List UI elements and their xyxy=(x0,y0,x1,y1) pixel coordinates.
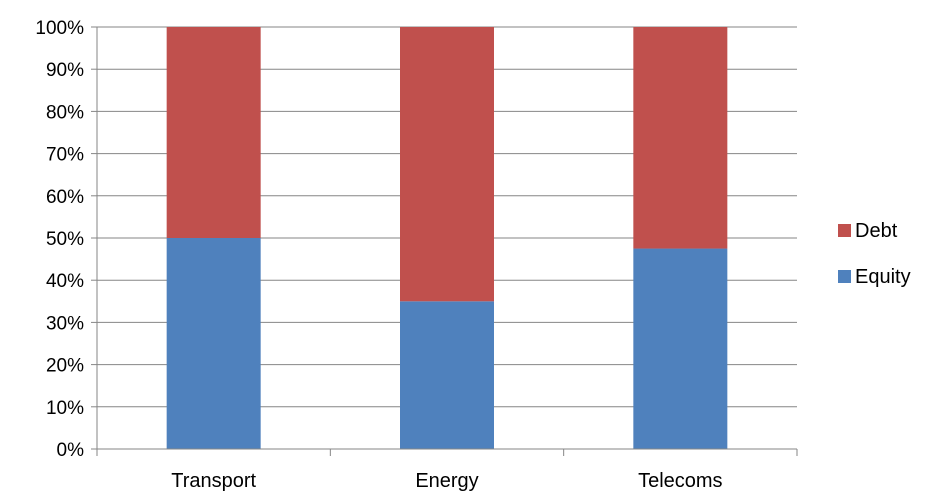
bar-stacks xyxy=(166,27,728,449)
y-tick-labels: 0% 10% 20% 30% 40% 50% 60% 70% 80% 90% 100% xyxy=(35,18,84,461)
bar-equity-transport xyxy=(166,238,261,449)
bar-debt-transport xyxy=(166,27,261,238)
y-tick-label: 30% xyxy=(46,313,84,334)
y-tick-label: 90% xyxy=(46,60,84,81)
y-tick-label: 0% xyxy=(57,440,85,461)
bar-equity-energy xyxy=(400,301,494,449)
bar-debt-telecoms xyxy=(633,27,728,249)
category-labels: Transport Energy Telecoms xyxy=(171,470,722,492)
legend-swatch-debt xyxy=(838,224,851,237)
legend-label-debt: Debt xyxy=(855,220,898,242)
axes xyxy=(91,26,798,456)
x-category-label: Telecoms xyxy=(638,470,722,492)
y-tick-label: 20% xyxy=(46,356,84,377)
x-category-label: Transport xyxy=(171,470,256,492)
y-tick-label: 80% xyxy=(46,102,84,123)
bar-debt-energy xyxy=(400,27,494,302)
bar-equity-telecoms xyxy=(633,248,728,449)
legend-swatch-equity xyxy=(838,270,851,283)
y-tick-label: 60% xyxy=(46,187,84,208)
y-tick-label: 10% xyxy=(46,398,84,419)
legend: Debt Equity xyxy=(838,220,911,288)
y-tick-label: 50% xyxy=(46,229,84,250)
legend-label-equity: Equity xyxy=(855,266,911,288)
y-tick-label: 100% xyxy=(35,18,84,39)
x-category-label: Energy xyxy=(415,470,478,492)
y-tick-label: 40% xyxy=(46,271,84,292)
y-tick-label: 70% xyxy=(46,145,84,166)
